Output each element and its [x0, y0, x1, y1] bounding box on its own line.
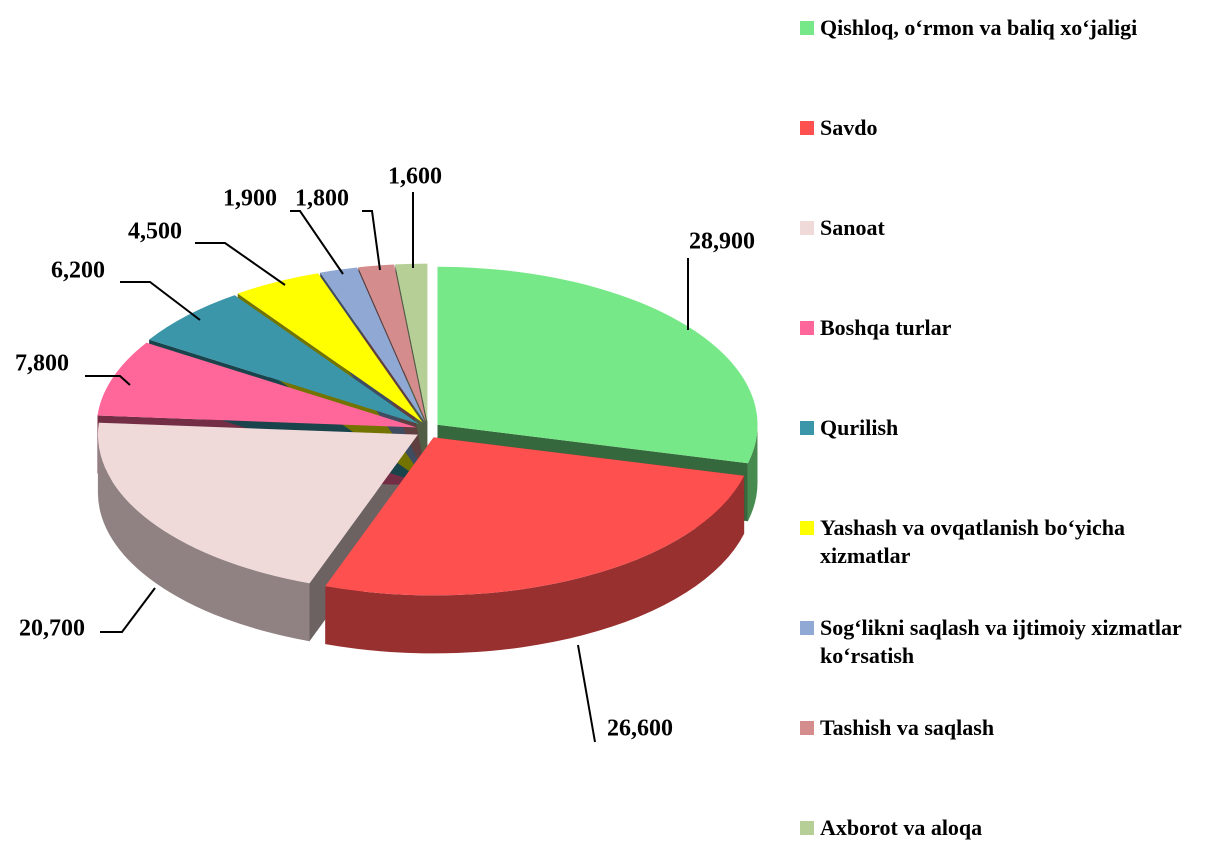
legend-item: Qishloq, o‘rmon va baliq xo‘jaligi [800, 14, 1220, 42]
legend-swatch [800, 121, 814, 135]
legend-swatch [800, 321, 814, 335]
leader-line [290, 210, 344, 275]
data-label: 1,900 [223, 186, 277, 212]
leader-line [85, 375, 131, 386]
slice [97, 422, 418, 584]
leader-line [577, 644, 596, 743]
legend-label: Sanoat [820, 215, 885, 240]
legend-label: Qishloq, o‘rmon va baliq xo‘jaligi [820, 15, 1138, 40]
legend-swatch [800, 521, 814, 535]
slice [237, 273, 423, 423]
slice-side [747, 424, 758, 522]
legend-label: Savdo [820, 115, 878, 140]
legend-label: Sog‘likni saqlash va ijtimoiy xizmatlar … [820, 615, 1182, 668]
data-label: 1,800 [295, 186, 349, 212]
legend-swatch [800, 621, 814, 635]
leader-line [120, 281, 201, 321]
legend-label: Qurilish [820, 415, 899, 440]
legend-label: Tashish va saqlash [820, 715, 995, 740]
slice [395, 263, 428, 422]
slice-side [325, 475, 745, 654]
leader-line [195, 242, 286, 286]
slice [149, 295, 420, 425]
leader-line [100, 587, 156, 633]
legend-swatch [800, 421, 814, 435]
slice [325, 437, 745, 596]
legend-item: Yashash va ovqatlanish bo‘yicha xizmatla… [800, 514, 1220, 570]
data-label: 6,200 [51, 258, 105, 284]
slice [437, 266, 758, 464]
slice [358, 264, 427, 422]
legend-label: Yashash va ovqatlanish bo‘yicha xizmatla… [820, 515, 1126, 568]
data-label: 1,600 [388, 164, 442, 190]
legend-item: Tashish va saqlash [800, 714, 1220, 742]
data-label: 7,800 [15, 351, 69, 377]
legend-item: Qurilish [800, 414, 1220, 442]
legend-item: Savdo [800, 114, 1220, 142]
legend-swatch [800, 721, 814, 735]
legend-item: Boshqa turlar [800, 314, 1220, 342]
legend-item: Sanoat [800, 214, 1220, 242]
slice-side [97, 434, 310, 642]
legend-label: Boshqa turlar [820, 315, 952, 340]
data-label: 4,500 [128, 219, 182, 245]
data-label: 26,600 [607, 716, 673, 742]
slice [320, 267, 425, 422]
data-label: 28,900 [689, 229, 755, 255]
leader-line [362, 210, 381, 271]
legend-label: Axborot va aloqa [820, 815, 983, 840]
chart: 28,900 26,600 20,700 7,800 6,200 4,500 1,900 1,… [15, 164, 758, 743]
legend-swatch [800, 821, 814, 835]
legend-item: Axborot va aloqa [800, 814, 1220, 842]
legend-swatch [800, 21, 814, 35]
slice [97, 342, 417, 428]
data-label: 20,700 [19, 616, 85, 642]
legend-item: Sog‘likni saqlash va ijtimoiy xizmatlar … [800, 614, 1220, 670]
legend-swatch [800, 221, 814, 235]
